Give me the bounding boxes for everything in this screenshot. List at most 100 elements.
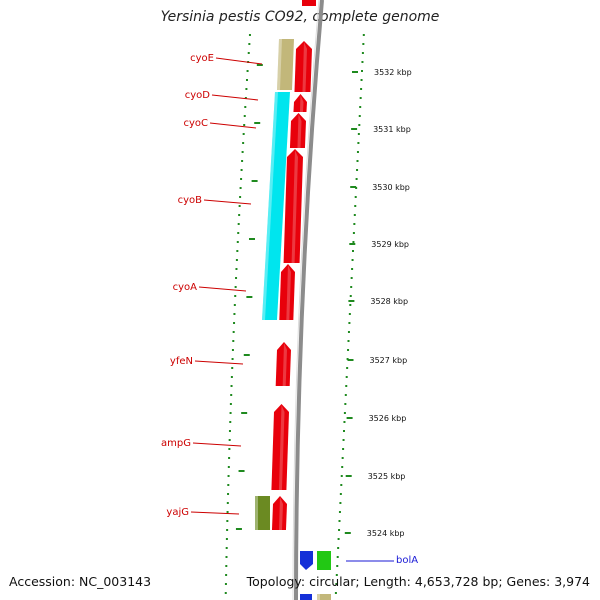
forward-gene-cyoB-shine: [291, 150, 298, 263]
leader-line-yfeN: [194, 360, 244, 365]
inner-dot: [248, 43, 251, 45]
inner-dot: [237, 232, 240, 234]
leader-line-yajG: [190, 511, 240, 515]
outer-dot: [353, 223, 356, 225]
outer-dot: [343, 430, 345, 432]
gene-label-yfeN: yfeN: [170, 356, 193, 367]
inner-dot: [229, 403, 232, 405]
inner-dot: [231, 358, 234, 360]
inner-dot: [226, 529, 229, 531]
outer-dot: [334, 592, 337, 594]
outer-dot: [356, 151, 359, 153]
outer-dot: [340, 475, 343, 477]
inner-dot: [224, 583, 227, 585]
inner-dot: [234, 295, 237, 297]
outer-dot: [346, 367, 349, 369]
outer-dot: [360, 79, 363, 81]
outer-dot: [362, 43, 365, 45]
inner-dot: [236, 241, 239, 243]
leader-line-cyoE: [215, 57, 263, 65]
leader-line-ampG: [192, 442, 242, 447]
inner-dot: [225, 565, 228, 567]
inner-dot: [228, 439, 231, 441]
inner-dot: [231, 367, 234, 369]
outer-dot: [357, 142, 360, 144]
inner-dot: [242, 142, 245, 144]
outer-tick-mark: [345, 475, 352, 477]
outer-dot: [353, 214, 356, 216]
inner-tick-mark: [238, 470, 245, 472]
outer-dot: [356, 169, 359, 171]
outer-dot: [355, 178, 358, 180]
inner-tick-mark: [256, 64, 263, 66]
outer-dot: [358, 124, 361, 126]
forward-gene-cyoC: [289, 113, 306, 148]
outer-dot: [342, 439, 345, 441]
inner-dot: [238, 214, 241, 216]
reverse-gene-tan-bottom: [317, 594, 331, 600]
inner-dot: [227, 493, 230, 495]
outer-dot: [354, 196, 357, 198]
outer-dot: [357, 133, 360, 135]
forward-gene-ampG: [271, 404, 289, 490]
inner-dot: [248, 34, 251, 36]
outer-dot: [352, 232, 355, 234]
inner-dot: [230, 376, 233, 378]
inner-dot: [227, 466, 230, 468]
inner-dot: [233, 322, 236, 324]
gene-label-yajG: yajG: [166, 507, 189, 518]
outer-tick-mark: [347, 359, 354, 361]
gene-label-cyoC: cyoC: [183, 118, 208, 129]
inner-tick-mark: [251, 180, 258, 182]
inner-tick-mark: [241, 412, 248, 414]
forward-gene-cyoA-shine: [286, 265, 291, 320]
outer-tick-mark: [348, 300, 355, 302]
outer-dot: [347, 349, 350, 351]
genome-summary-text: Topology: circular; Length: 4,653,728 bp…: [246, 574, 590, 589]
tick-label: 3530 kbp: [372, 183, 410, 192]
reverse-gene-tan-bottom-shine: [317, 594, 320, 600]
map-title: Yersinia pestis CO92, complete genome: [160, 9, 440, 25]
inner-dot: [241, 151, 244, 153]
forward-gene-top: [302, 0, 316, 6]
gene-label-cyoE: cyoE: [190, 53, 214, 64]
outer-tick-mark: [349, 243, 356, 245]
outer-dot: [341, 457, 344, 459]
tick-label: 3531 kbp: [373, 125, 411, 134]
inner-dot: [244, 106, 247, 108]
inner-dot: [230, 385, 233, 387]
tick-label: 3529 kbp: [371, 240, 409, 249]
tick-label: 3524 kbp: [367, 529, 405, 538]
reverse-gene-olive-shine: [255, 496, 258, 530]
outer-dot: [336, 565, 339, 567]
inner-dot: [236, 250, 239, 252]
inner-dot: [229, 412, 232, 414]
outer-dot: [351, 268, 354, 270]
outer-dot: [345, 376, 348, 378]
tick-label: 3527 kbp: [370, 356, 408, 365]
outer-dot: [354, 205, 357, 207]
outer-dot: [361, 52, 364, 54]
gene-label-cyoB: cyoB: [178, 195, 203, 206]
outer-dot: [356, 160, 359, 162]
outer-dot: [361, 70, 363, 72]
tick-label: 3528 kbp: [370, 297, 408, 306]
outer-dot: [359, 97, 362, 99]
backbone-line: [294, 0, 324, 600]
inner-dot: [228, 448, 231, 450]
outer-dot: [348, 313, 351, 315]
outer-dot: [359, 106, 362, 108]
outer-dot: [360, 88, 363, 90]
inner-dot: [243, 115, 246, 117]
tick-label: 3525 kbp: [368, 472, 406, 481]
inner-tick-mark: [254, 122, 261, 124]
forward-gene-cyoE: [294, 41, 312, 92]
outer-dot: [348, 322, 351, 324]
inner-dot: [238, 205, 241, 207]
inner-dot: [242, 133, 245, 135]
inner-dot: [243, 124, 246, 126]
forward-gene-cyoA: [279, 264, 295, 320]
inner-dot: [226, 502, 229, 504]
inner-dot: [241, 160, 244, 162]
